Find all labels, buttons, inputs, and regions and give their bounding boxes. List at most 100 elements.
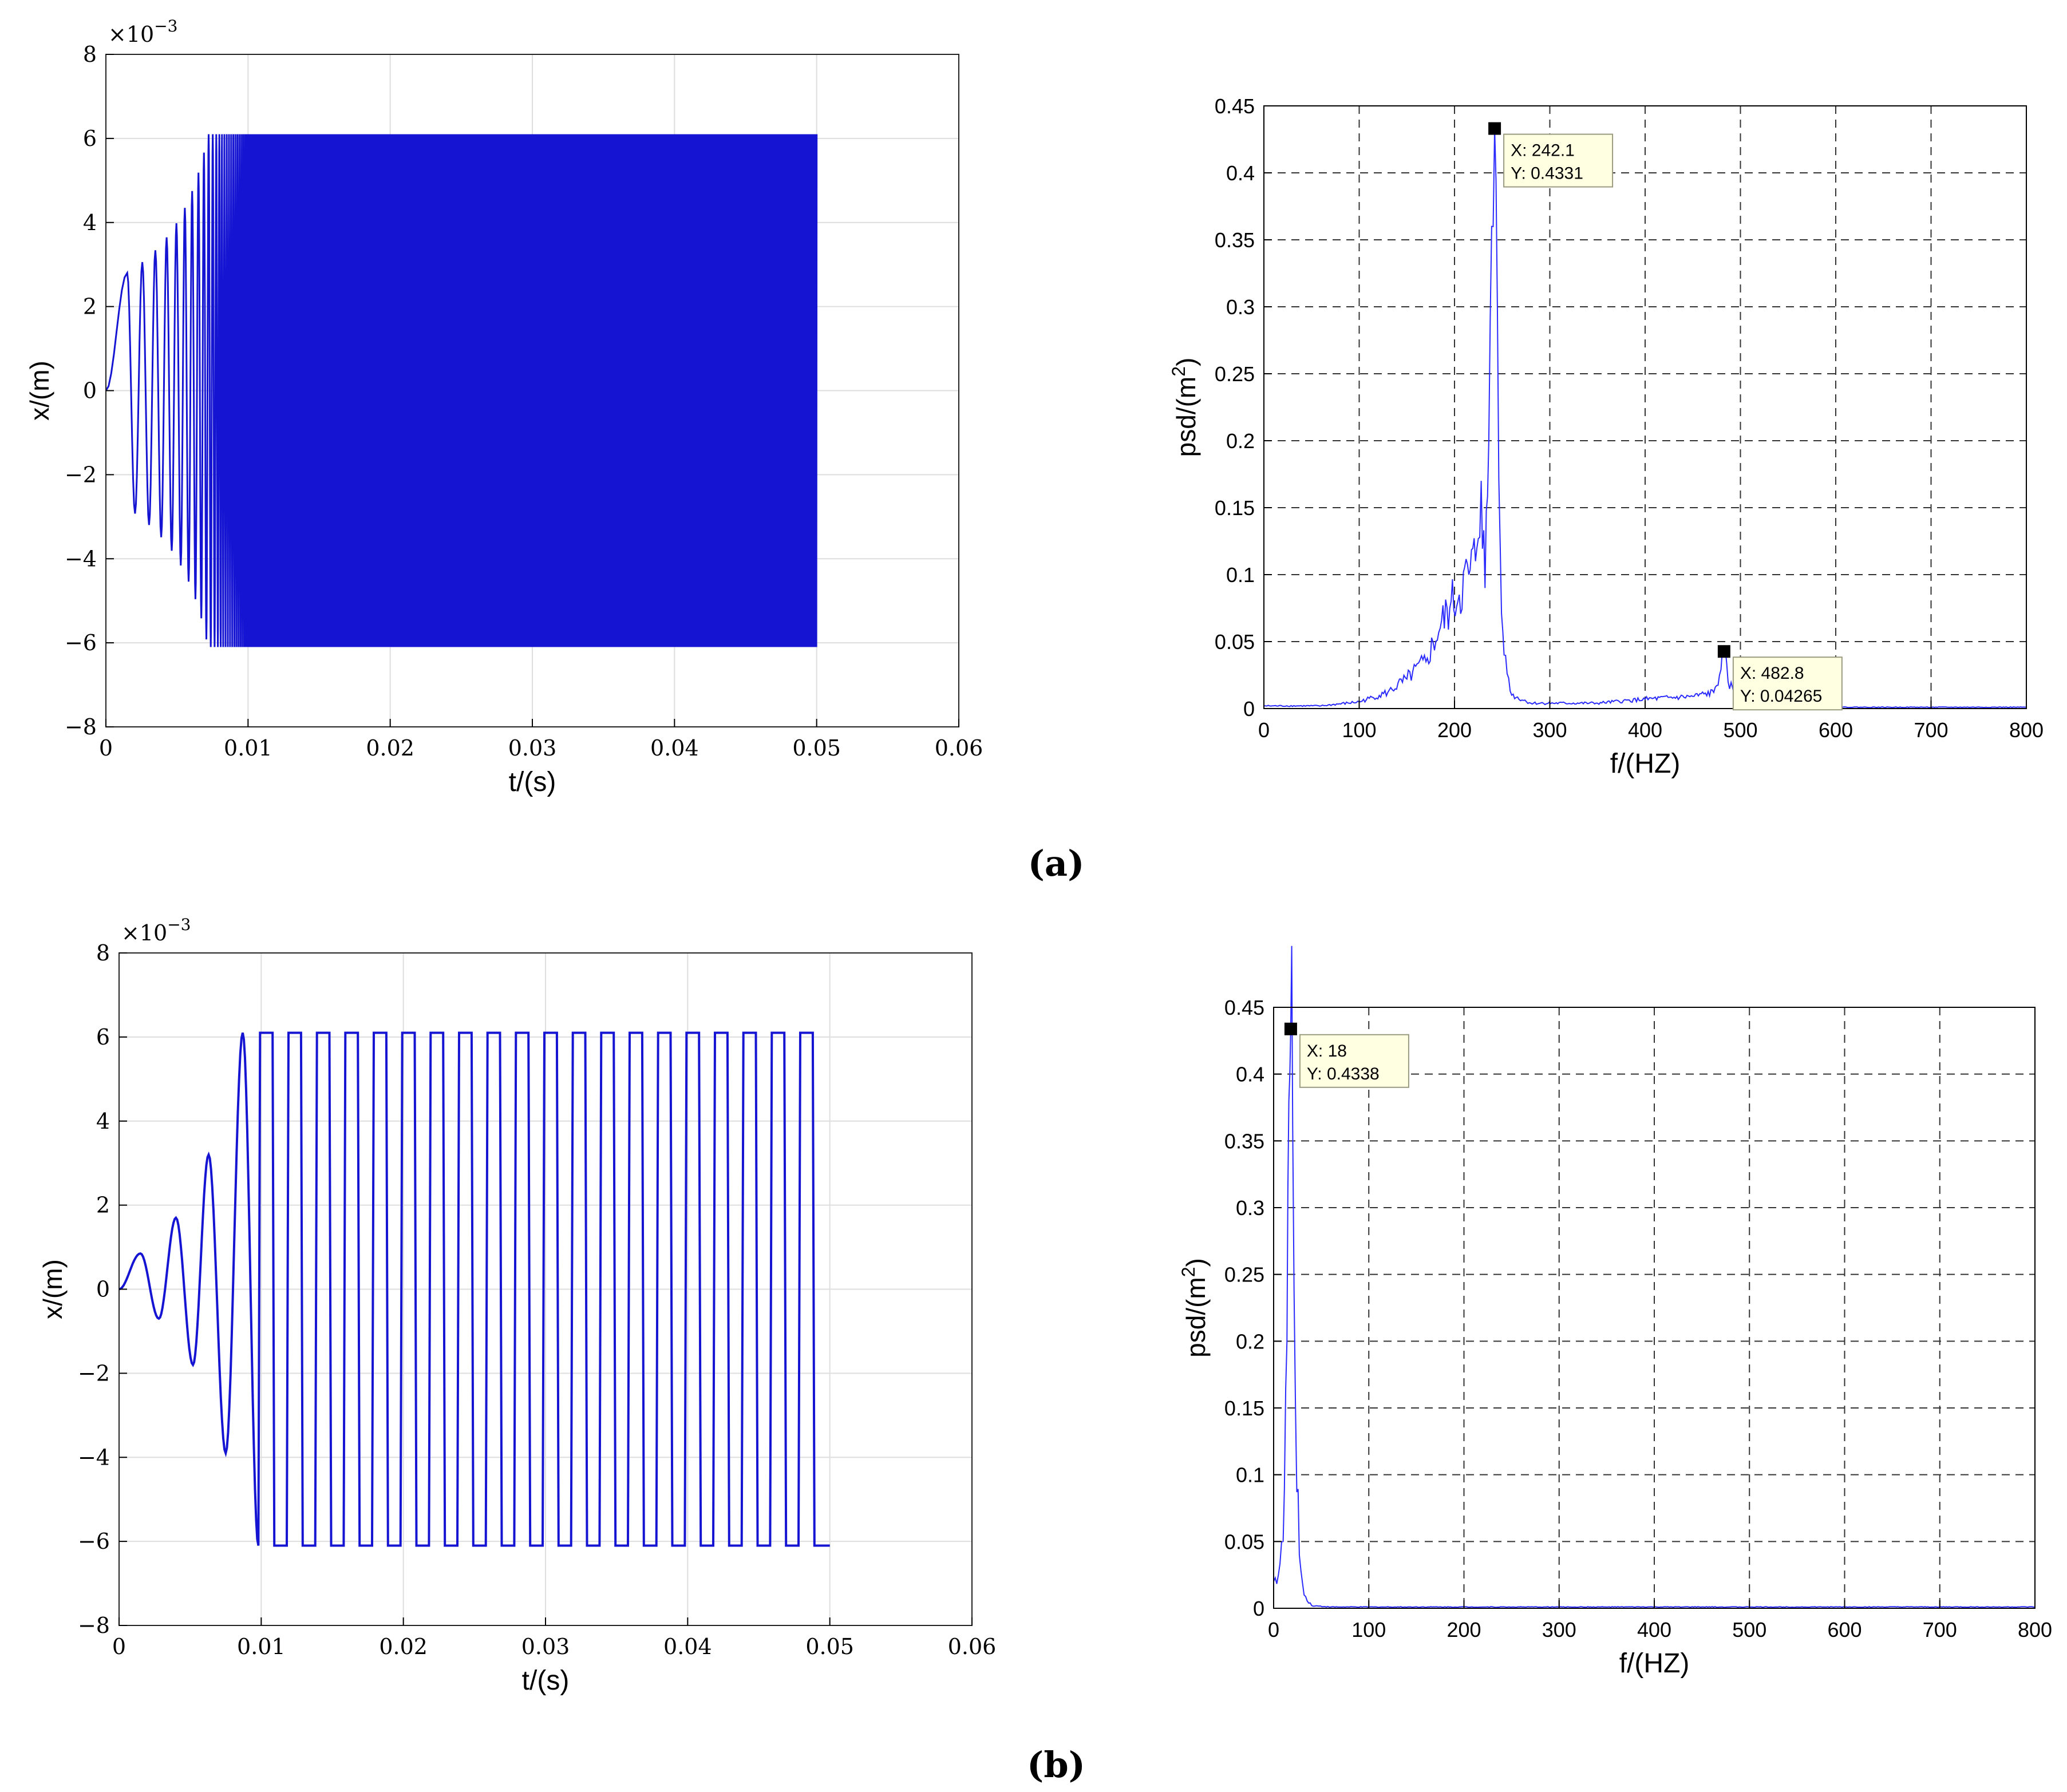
x-tick-label: 0.06 bbox=[935, 735, 983, 761]
x-axis-label: f/(HZ) bbox=[1610, 749, 1681, 779]
x-tick-label: 0.01 bbox=[224, 735, 272, 761]
x-axis-label: f/(HZ) bbox=[1619, 1648, 1690, 1679]
panel-label-a: (a) bbox=[1028, 842, 1085, 884]
chart-a-time: 0 0.01 0.02 0.03 0.04 0.05 0.06−8−6−4−202468×1… bbox=[25, 17, 983, 797]
y-tick-label: 0.2 bbox=[1226, 429, 1255, 453]
exponent-power: −3 bbox=[167, 915, 191, 934]
x-tick-label: 500 bbox=[1732, 1618, 1766, 1641]
chart-b-time: 0 0.01 0.02 0.03 0.04 0.05 0.06−8−6−4−202468×1… bbox=[38, 915, 996, 1696]
y-tick-label: −6 bbox=[65, 630, 97, 655]
x-axis-label: t/(s) bbox=[522, 1666, 570, 1696]
x-tick-label: 400 bbox=[1637, 1618, 1671, 1641]
y-tick-label: 0.1 bbox=[1236, 1463, 1264, 1487]
y-axis-label-sup: 2 bbox=[1178, 1267, 1199, 1277]
y-tick-label: 0 bbox=[96, 1277, 110, 1302]
exponent-power: −3 bbox=[154, 17, 177, 35]
x-tick-label: 200 bbox=[1437, 718, 1472, 742]
x-tick-label: 0.01 bbox=[237, 1634, 286, 1659]
x-tick-label: 0.06 bbox=[948, 1634, 997, 1659]
y-tick-label: 4 bbox=[83, 210, 97, 235]
y-tick-label: 2 bbox=[96, 1193, 110, 1218]
x-tick-label: 0.04 bbox=[650, 735, 699, 761]
series-line bbox=[118, 1031, 830, 1547]
datatip-marker bbox=[1284, 1022, 1297, 1035]
y-tick-label: 4 bbox=[96, 1109, 110, 1134]
y-axis-label-sup: 2 bbox=[1168, 366, 1189, 377]
y-tick-label: 0.4 bbox=[1236, 1063, 1264, 1086]
y-tick-label: 0.35 bbox=[1224, 1129, 1264, 1153]
y-tick-label: −2 bbox=[78, 1360, 110, 1386]
y-tick-label: 8 bbox=[83, 42, 97, 67]
y-tick-label: 6 bbox=[83, 126, 97, 151]
x-tick-label: 700 bbox=[1914, 718, 1948, 742]
x-tick-label: 600 bbox=[1819, 718, 1853, 742]
y-tick-label: 0.15 bbox=[1224, 1397, 1264, 1420]
y-tick-label: 0 bbox=[1253, 1597, 1264, 1620]
y-axis-label: x/(m) bbox=[25, 361, 54, 421]
series-line bbox=[105, 134, 818, 647]
x-tick-label: 0.02 bbox=[366, 735, 414, 761]
y-axis-label: psd/(m2) bbox=[1178, 1258, 1211, 1358]
y-tick-label: −4 bbox=[65, 546, 97, 571]
y-tick-label: 0.05 bbox=[1215, 630, 1255, 654]
y-axis-label-close: ) bbox=[1171, 358, 1201, 366]
x-tick-label: 0.04 bbox=[663, 1634, 712, 1659]
y-tick-label: 0 bbox=[1243, 697, 1255, 721]
x-tick-label: 100 bbox=[1342, 718, 1376, 742]
x-tick-label: 800 bbox=[2018, 1618, 2052, 1641]
x-tick-label: 0 bbox=[112, 1634, 126, 1659]
x-tick-label: 0.02 bbox=[379, 1634, 428, 1659]
x-tick-label: 800 bbox=[2009, 718, 2044, 742]
y-tick-label: 0.3 bbox=[1236, 1196, 1264, 1220]
y-tick-label: 0.05 bbox=[1224, 1530, 1264, 1553]
y-tick-label: 0.15 bbox=[1215, 496, 1255, 520]
datatip-box bbox=[1299, 1034, 1409, 1088]
x-tick-label: 0.05 bbox=[805, 1634, 854, 1659]
datatip-y: Y: 0.4338 bbox=[1307, 1065, 1380, 1083]
x-axis-label: t/(s) bbox=[509, 767, 556, 797]
y-tick-label: −8 bbox=[65, 714, 97, 739]
y-axis-label: x/(m) bbox=[38, 1259, 68, 1319]
x-tick-label: 300 bbox=[1532, 718, 1567, 742]
datatip-y: Y: 0.04265 bbox=[1740, 687, 1822, 706]
x-tick-label: 0.03 bbox=[521, 1634, 570, 1659]
x-tick-label: 0 bbox=[99, 735, 113, 761]
panel-label-b: (b) bbox=[1027, 1744, 1085, 1786]
x-tick-label: 600 bbox=[1827, 1618, 1862, 1641]
y-tick-label: −6 bbox=[78, 1529, 110, 1554]
datatip-box bbox=[1732, 656, 1843, 711]
x-tick-label: 700 bbox=[1923, 1618, 1957, 1641]
datatip-x: X: 482.8 bbox=[1740, 664, 1804, 683]
y-tick-label: 0.25 bbox=[1215, 362, 1255, 386]
series-line bbox=[1273, 946, 2036, 1608]
x-tick-label: 300 bbox=[1542, 1618, 1576, 1641]
y-tick-label: −4 bbox=[78, 1445, 110, 1470]
x-tick-label: 400 bbox=[1628, 718, 1662, 742]
y-axis-label-close: ) bbox=[1181, 1258, 1211, 1267]
chart-b-psd: 0 100 200 300 400 500 600 700 800 0 0.05 0.1 0.15 0.2… bbox=[1178, 946, 2052, 1679]
y-tick-label: 0.45 bbox=[1215, 94, 1255, 118]
x-tick-label: 0.03 bbox=[508, 735, 557, 761]
y-tick-label: 8 bbox=[96, 940, 110, 966]
datatip-x: X: 18 bbox=[1307, 1042, 1347, 1061]
y-tick-label: 0.35 bbox=[1215, 228, 1255, 252]
chart-a-psd: 0 100 200 300 400 500 600 700 800 0 0.05 0.1 0.15 0.2… bbox=[1168, 94, 2044, 779]
y-tick-label: 0.2 bbox=[1236, 1330, 1264, 1353]
y-tick-label: 6 bbox=[96, 1024, 110, 1050]
datatip-box bbox=[1503, 133, 1614, 188]
datatip-marker bbox=[1488, 122, 1501, 135]
y-tick-label: 0.4 bbox=[1226, 161, 1255, 185]
x-tick-label: 100 bbox=[1351, 1618, 1386, 1641]
y-tick-label: 0.45 bbox=[1224, 996, 1264, 1019]
y-tick-label: 0.3 bbox=[1226, 295, 1255, 319]
datatip-y: Y: 0.4331 bbox=[1511, 164, 1583, 183]
y-tick-label: 0.25 bbox=[1224, 1263, 1264, 1287]
x-tick-label: 500 bbox=[1723, 718, 1757, 742]
y-tick-label: −8 bbox=[78, 1613, 110, 1638]
datatip-x: X: 242.1 bbox=[1511, 141, 1575, 160]
y-tick-label: −2 bbox=[65, 462, 97, 487]
x-tick-label: 0 bbox=[1268, 1618, 1279, 1641]
y-tick-label: 0.1 bbox=[1226, 563, 1255, 587]
x-tick-label: 200 bbox=[1446, 1618, 1481, 1641]
